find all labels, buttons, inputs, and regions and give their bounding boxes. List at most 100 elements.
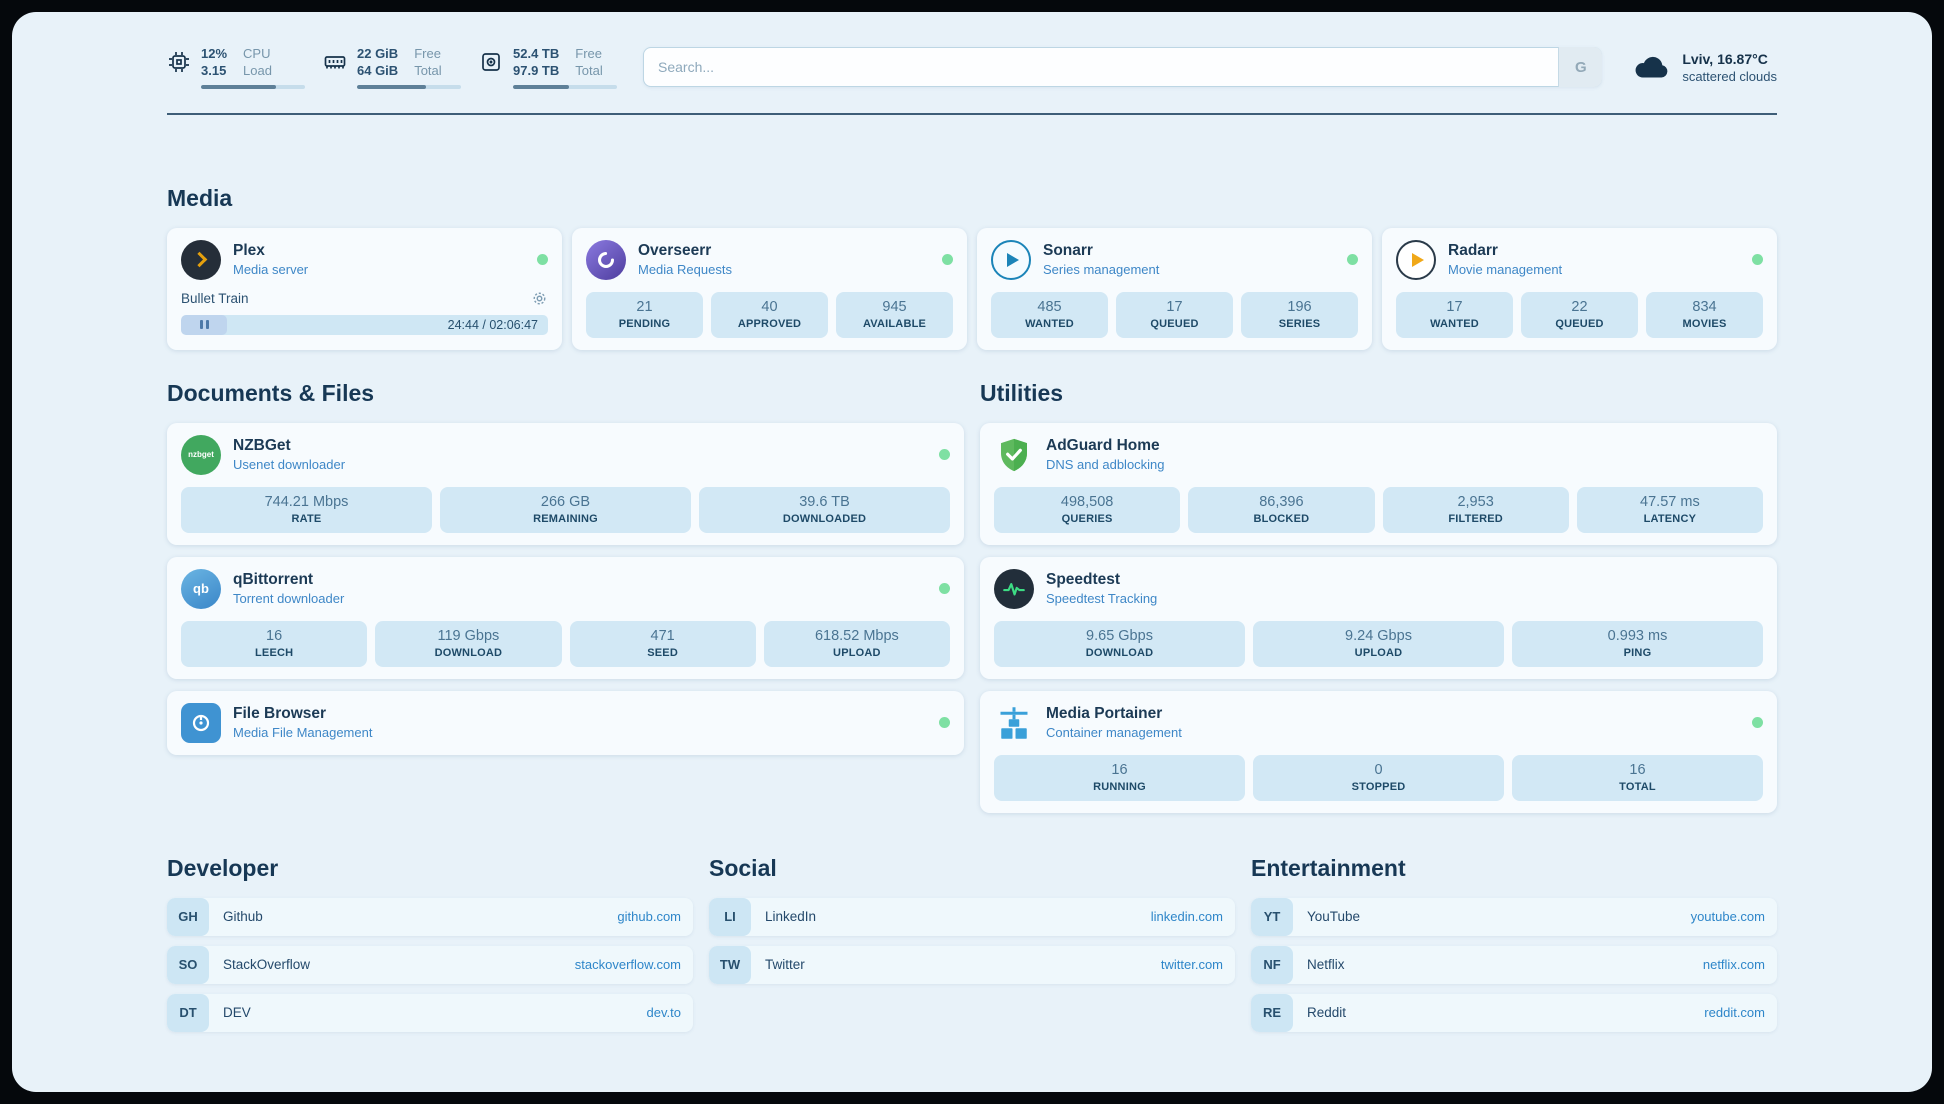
stat-value: 86,396 xyxy=(1259,493,1304,510)
stat-label: LATENCY xyxy=(1643,512,1697,525)
app-name: qBittorrent xyxy=(233,571,314,589)
card-sonarr[interactable]: Sonarr Series management 485 WANTED 17 QUE… xyxy=(977,227,1372,350)
stat-ping: 0.993 ms PING xyxy=(1512,620,1763,667)
stat-label: DOWNLOADED xyxy=(782,512,867,525)
link-url: stackoverflow.com xyxy=(574,957,681,973)
ram-progress xyxy=(357,84,461,89)
status-dot xyxy=(939,717,950,729)
radarr-icon xyxy=(1396,239,1436,280)
link-stackoverflow[interactable]: SO StackOverflow stackoverflow.com xyxy=(167,945,693,984)
status-dot xyxy=(1752,717,1763,729)
stat-label: WANTED xyxy=(1430,317,1479,330)
developer-links: Developer GH Github github.com SO StackO… xyxy=(167,855,693,1032)
stat-value: 16 xyxy=(1111,761,1128,778)
stat-label: REMAINING xyxy=(533,512,598,525)
section-title-documents: Documents & Files xyxy=(167,379,375,406)
stat-label: LEECH xyxy=(254,646,294,659)
stat-value: 834 xyxy=(1692,298,1717,315)
stat-label: WANTED xyxy=(1025,317,1074,330)
stat-value: 618.52 Mbps xyxy=(814,627,899,644)
link-reddit[interactable]: RE Reddit reddit.com xyxy=(1251,993,1777,1032)
status-dot xyxy=(537,254,548,266)
stat-rate: 744.21 Mbps RATE xyxy=(181,486,432,533)
stat-value: 498,508 xyxy=(1060,493,1114,510)
linkedin-icon: LI xyxy=(709,897,751,936)
reddit-icon: RE xyxy=(1251,993,1293,1032)
search-input[interactable] xyxy=(643,47,1603,88)
stat-value: 0 xyxy=(1374,761,1383,778)
link-netflix[interactable]: NF Netflix netflix.com xyxy=(1251,945,1777,984)
stat-value: 17 xyxy=(1166,298,1183,315)
link-twitter[interactable]: TW Twitter twitter.com xyxy=(709,945,1235,984)
card-overseerr[interactable]: Overseerr Media Requests 21 PENDING 40 APP… xyxy=(572,227,967,350)
card-portainer[interactable]: Media Portainer Container management 16 R… xyxy=(980,690,1777,813)
stat-download: 119 Gbps DOWNLOAD xyxy=(375,620,562,667)
link-name: Netflix xyxy=(1307,957,1345,973)
disk-free-value: 52.4 TB xyxy=(513,46,560,61)
app-name: Speedtest xyxy=(1046,571,1121,589)
app-subtitle: Media Requests xyxy=(638,262,732,278)
stat-wanted: 17 WANTED xyxy=(1396,291,1513,338)
disk-free-label: Free xyxy=(575,46,602,61)
card-nzbget[interactable]: nzbget NZBGet Usenet downloader 744.21 M… xyxy=(167,422,964,545)
status-dot xyxy=(942,254,953,266)
stat-value: 21 xyxy=(636,298,653,315)
section-title-media: Media xyxy=(167,184,233,211)
status-dot xyxy=(1347,254,1358,266)
stat-value: 16 xyxy=(266,627,283,644)
disk-total-value: 97.9 TB xyxy=(513,62,560,78)
stat-approved: 40 APPROVED xyxy=(711,291,828,338)
weather-widget: Lviv, 16.87°C scattered clouds xyxy=(1632,51,1777,84)
link-youtube[interactable]: YT YouTube youtube.com xyxy=(1251,897,1777,936)
stat-value: 40 xyxy=(761,298,778,315)
topbar-divider xyxy=(167,112,1777,115)
stat-label: BLOCKED xyxy=(1253,512,1310,525)
stat-movies: 834 MOVIES xyxy=(1646,291,1763,338)
search-bar: G xyxy=(643,47,1603,88)
app-name: File Browser xyxy=(233,705,327,723)
gear-icon[interactable] xyxy=(531,290,548,307)
app-subtitle: Movie management xyxy=(1448,262,1563,278)
ram-widget: 22 GiB 64 GiB Free Total xyxy=(323,46,461,89)
card-filebrowser[interactable]: File Browser Media File Management xyxy=(167,690,964,755)
plex-progress-bar[interactable]: 24:44 / 02:06:47 xyxy=(181,314,548,335)
disk-progress xyxy=(513,84,617,89)
link-linkedin[interactable]: LI LinkedIn linkedin.com xyxy=(709,897,1235,936)
stat-value: 485 xyxy=(1037,298,1062,315)
card-speedtest[interactable]: Speedtest Speedtest Tracking 9.65 Gbps DO… xyxy=(980,556,1777,679)
stat-total: 16 TOTAL xyxy=(1512,754,1763,801)
disk-widget: 52.4 TB 97.9 TB Free Total xyxy=(479,46,617,89)
link-name: LinkedIn xyxy=(765,909,817,925)
overseerr-icon xyxy=(586,239,626,280)
stat-seed: 471 SEED xyxy=(569,620,756,667)
google-search-button[interactable]: G xyxy=(1558,47,1603,88)
stat-label: SERIES xyxy=(1278,317,1321,330)
documents-column: Documents & Files nzbget NZBGet Usenet d… xyxy=(167,380,964,755)
stat-value: 471 xyxy=(650,627,675,644)
link-dev[interactable]: DT DEV dev.to xyxy=(167,993,693,1032)
pause-icon[interactable] xyxy=(181,314,227,335)
app-subtitle: Speedtest Tracking xyxy=(1046,591,1158,607)
stat-stopped: 0 STOPPED xyxy=(1253,754,1504,801)
card-radarr[interactable]: Radarr Movie management 17 WANTED 22 QUEUE… xyxy=(1382,227,1777,350)
card-plex[interactable]: Plex Media server Bullet Train 24:44 / 0… xyxy=(167,227,562,350)
stat-label: AVAILABLE xyxy=(862,317,927,330)
link-url: reddit.com xyxy=(1704,1005,1765,1021)
card-qbittorrent[interactable]: qb qBittorrent Torrent downloader 16 LEEC… xyxy=(167,556,964,679)
link-github[interactable]: GH Github github.com xyxy=(167,897,693,936)
disk-icon xyxy=(482,53,500,71)
card-adguard[interactable]: AdGuard Home DNS and adblocking 498,508 Q… xyxy=(980,422,1777,545)
section-title-social: Social xyxy=(709,854,777,881)
link-name: YouTube xyxy=(1307,909,1361,925)
speedtest-icon xyxy=(994,568,1034,609)
stat-blocked: 86,396 BLOCKED xyxy=(1188,486,1375,533)
app-name: Overseerr xyxy=(638,242,712,260)
status-dot xyxy=(1752,254,1763,266)
stat-value: 266 GB xyxy=(540,493,591,510)
link-url: twitter.com xyxy=(1160,957,1223,973)
status-dot xyxy=(939,583,950,595)
twitter-icon: TW xyxy=(709,945,751,984)
stat-upload: 9.24 Gbps UPLOAD xyxy=(1253,620,1504,667)
link-url: dev.to xyxy=(646,1005,681,1021)
stat-label: QUEUED xyxy=(1555,317,1604,330)
